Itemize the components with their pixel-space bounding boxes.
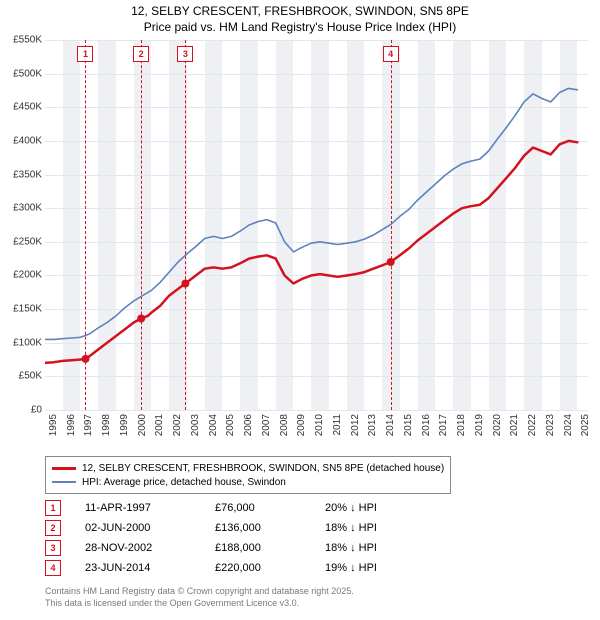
x-tick-label: 2008	[279, 414, 290, 436]
sale-row: 3 28-NOV-2002£188,00018% ↓ HPI	[45, 538, 435, 558]
chart-title: 12, SELBY CRESCENT, FRESHBROOK, SWINDON,…	[0, 0, 600, 35]
legend-swatch-hpi	[52, 481, 76, 483]
chart-area: £0 £50K £100K £150K £200K £250K £300K £350K £400…	[0, 40, 600, 440]
sale-marker-dot	[82, 355, 90, 363]
legend-label-property: 12, SELBY CRESCENT, FRESHBROOK, SWINDON,…	[82, 463, 444, 474]
series-line	[45, 141, 577, 363]
plot-area: 1234 19951996199719981999200020012002200…	[45, 40, 588, 411]
x-tick-label: 2009	[296, 414, 307, 436]
legend-item-hpi: HPI: Average price, detached house, Swin…	[52, 475, 444, 489]
x-tick-label: 1996	[66, 414, 77, 436]
x-tick-label: 2021	[509, 414, 520, 436]
x-tick-label: 1998	[101, 414, 112, 436]
x-tick-label: 2010	[314, 414, 325, 436]
sale-date: 28-NOV-2002	[85, 542, 215, 554]
x-tick-label: 2005	[225, 414, 236, 436]
sale-row-number: 2	[45, 520, 61, 536]
sale-delta-vs-hpi: 19% ↓ HPI	[325, 562, 435, 574]
sale-marker-dot	[137, 315, 145, 323]
title-address: 12, SELBY CRESCENT, FRESHBROOK, SWINDON,…	[0, 4, 600, 20]
x-tick-label: 2018	[456, 414, 467, 436]
sale-price: £76,000	[215, 502, 325, 514]
x-tick-label: 2003	[190, 414, 201, 436]
sale-price: £188,000	[215, 542, 325, 554]
x-tick-label: 2011	[332, 414, 343, 436]
footer-line-2: This data is licensed under the Open Gov…	[45, 598, 354, 610]
sale-date: 02-JUN-2000	[85, 522, 215, 534]
y-tick-label: £300K	[2, 203, 42, 214]
legend-swatch-property	[52, 467, 76, 470]
title-subtitle: Price paid vs. HM Land Registry's House …	[0, 20, 600, 36]
sale-price: £136,000	[215, 522, 325, 534]
y-tick-label: £400K	[2, 135, 42, 146]
x-tick-label: 2013	[367, 414, 378, 436]
legend-box: 12, SELBY CRESCENT, FRESHBROOK, SWINDON,…	[45, 456, 451, 494]
x-tick-label: 2000	[137, 414, 148, 436]
sale-price: £220,000	[215, 562, 325, 574]
sale-date: 23-JUN-2014	[85, 562, 215, 574]
y-tick-label: £0	[2, 405, 42, 416]
y-tick-label: £450K	[2, 102, 42, 113]
x-tick-label: 2024	[563, 414, 574, 436]
x-tick-label: 2002	[172, 414, 183, 436]
sale-row: 2 02-JUN-2000£136,00018% ↓ HPI	[45, 518, 435, 538]
y-tick-label: £550K	[2, 35, 42, 46]
x-tick-label: 2001	[154, 414, 165, 436]
x-tick-label: 1995	[48, 414, 59, 436]
y-tick-label: £350K	[2, 169, 42, 180]
footer-attribution: Contains HM Land Registry data © Crown c…	[45, 586, 354, 609]
x-tick-label: 2007	[261, 414, 272, 436]
sale-row-number: 4	[45, 560, 61, 576]
sale-row: 4 23-JUN-2014£220,00019% ↓ HPI	[45, 558, 435, 578]
x-tick-label: 1997	[83, 414, 94, 436]
footer-line-1: Contains HM Land Registry data © Crown c…	[45, 586, 354, 598]
series-line	[45, 88, 577, 339]
x-tick-label: 2004	[208, 414, 219, 436]
sales-table: 1 11-APR-1997£76,00020% ↓ HPI 2 02-JUN-2000…	[45, 498, 435, 578]
price-chart-card: 12, SELBY CRESCENT, FRESHBROOK, SWINDON,…	[0, 0, 600, 620]
x-tick-label: 2006	[243, 414, 254, 436]
y-tick-label: £100K	[2, 337, 42, 348]
y-tick-label: £500K	[2, 68, 42, 79]
y-tick-label: £200K	[2, 270, 42, 281]
sale-row: 1 11-APR-1997£76,00020% ↓ HPI	[45, 498, 435, 518]
x-tick-label: 2015	[403, 414, 414, 436]
sale-delta-vs-hpi: 20% ↓ HPI	[325, 502, 435, 514]
x-tick-label: 2023	[545, 414, 556, 436]
chart-svg	[45, 40, 588, 410]
y-tick-label: £50K	[2, 371, 42, 382]
sale-date: 11-APR-1997	[85, 502, 215, 514]
x-tick-label: 2012	[350, 414, 361, 436]
gridline	[45, 410, 588, 411]
x-tick-label: 1999	[119, 414, 130, 436]
x-tick-label: 2014	[385, 414, 396, 436]
sale-row-number: 3	[45, 540, 61, 556]
x-tick-label: 2022	[527, 414, 538, 436]
sale-marker-dot	[181, 280, 189, 288]
x-tick-label: 2019	[474, 414, 485, 436]
sale-delta-vs-hpi: 18% ↓ HPI	[325, 522, 435, 534]
sale-row-number: 1	[45, 500, 61, 516]
legend-label-hpi: HPI: Average price, detached house, Swin…	[82, 477, 286, 488]
y-tick-label: £250K	[2, 236, 42, 247]
y-tick-label: £150K	[2, 304, 42, 315]
x-tick-label: 2025	[580, 414, 591, 436]
legend-item-property: 12, SELBY CRESCENT, FRESHBROOK, SWINDON,…	[52, 461, 444, 475]
x-tick-label: 2020	[492, 414, 503, 436]
sale-delta-vs-hpi: 18% ↓ HPI	[325, 542, 435, 554]
sale-marker-dot	[387, 258, 395, 266]
x-tick-label: 2017	[438, 414, 449, 436]
x-tick-label: 2016	[421, 414, 432, 436]
